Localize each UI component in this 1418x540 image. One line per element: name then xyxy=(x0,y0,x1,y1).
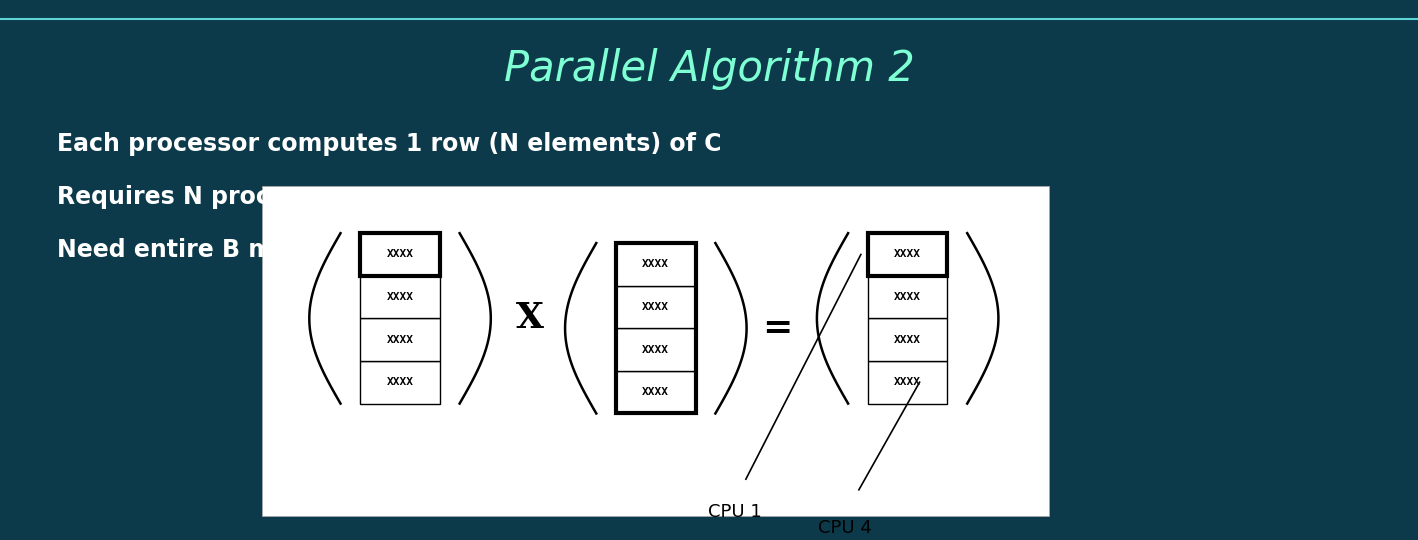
Bar xyxy=(360,319,440,361)
Bar xyxy=(360,361,440,403)
Bar xyxy=(868,361,947,403)
Text: XXXX: XXXX xyxy=(642,387,669,397)
Text: Need entire B matrix and 1 row of A as input: Need entire B matrix and 1 row of A as i… xyxy=(57,238,654,262)
Bar xyxy=(615,286,695,328)
Text: XXXX: XXXX xyxy=(387,335,414,345)
Text: Parallel Algorithm 2: Parallel Algorithm 2 xyxy=(503,48,915,90)
Text: XXXX: XXXX xyxy=(895,335,922,345)
Text: Requires N processors: Requires N processors xyxy=(57,185,356,209)
Text: XXXX: XXXX xyxy=(387,249,414,260)
Bar xyxy=(615,243,695,414)
Text: XXXX: XXXX xyxy=(642,302,669,312)
Bar xyxy=(868,319,947,361)
Text: X: X xyxy=(516,301,545,335)
Text: XXXX: XXXX xyxy=(387,292,414,302)
Bar xyxy=(360,233,440,276)
Bar xyxy=(868,276,947,319)
Text: XXXX: XXXX xyxy=(895,292,922,302)
Text: XXXX: XXXX xyxy=(895,249,922,260)
Bar xyxy=(360,276,440,319)
Text: XXXX: XXXX xyxy=(642,345,669,355)
Text: XXXX: XXXX xyxy=(387,377,414,387)
Bar xyxy=(262,186,1049,516)
Text: Each processor computes 1 row (N elements) of C: Each processor computes 1 row (N element… xyxy=(57,132,722,156)
Bar xyxy=(360,233,440,276)
Text: XXXX: XXXX xyxy=(642,259,669,269)
Text: XXXX: XXXX xyxy=(895,377,922,387)
Bar xyxy=(868,233,947,276)
Text: =: = xyxy=(763,311,793,345)
Bar xyxy=(615,328,695,371)
Text: CPU 1: CPU 1 xyxy=(708,503,761,521)
Bar xyxy=(615,243,695,286)
Bar xyxy=(615,371,695,414)
Text: CPU 4: CPU 4 xyxy=(818,519,872,537)
Bar xyxy=(868,233,947,276)
